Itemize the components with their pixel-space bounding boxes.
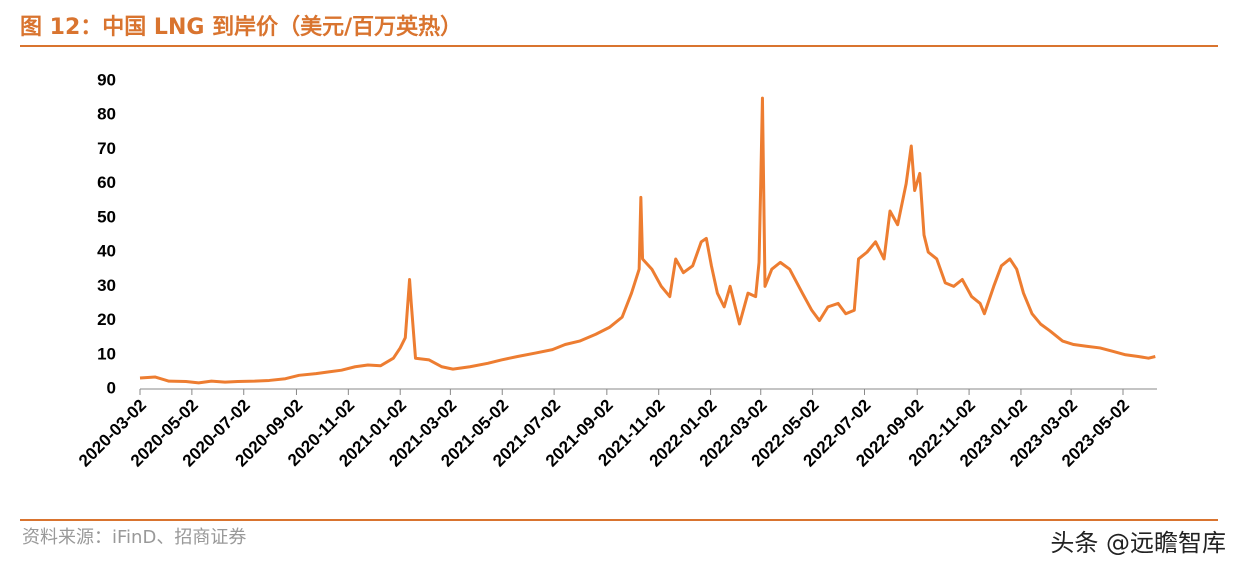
watermark: 头条 @远瞻智库 bbox=[1050, 529, 1226, 557]
y-tick-label: 70 bbox=[97, 139, 116, 158]
y-tick-label: 20 bbox=[97, 310, 116, 329]
line bbox=[139, 96, 1156, 385]
y-tick-label: 0 bbox=[107, 378, 116, 397]
source: 资料来源：iFinD、招商证券 bbox=[22, 527, 246, 548]
y-tick-label: 30 bbox=[97, 276, 116, 295]
y-tick-label: 10 bbox=[97, 344, 116, 363]
chart-title: 图 12：中国 LNG 到岸价（美元/百万英热） bbox=[20, 14, 462, 40]
y-tick-label: 80 bbox=[97, 105, 116, 124]
y-tick-label: 60 bbox=[97, 173, 116, 192]
y-tick-label: 90 bbox=[97, 70, 116, 89]
y-tick-label: 50 bbox=[97, 207, 116, 226]
y-tick-label: 40 bbox=[97, 242, 116, 261]
